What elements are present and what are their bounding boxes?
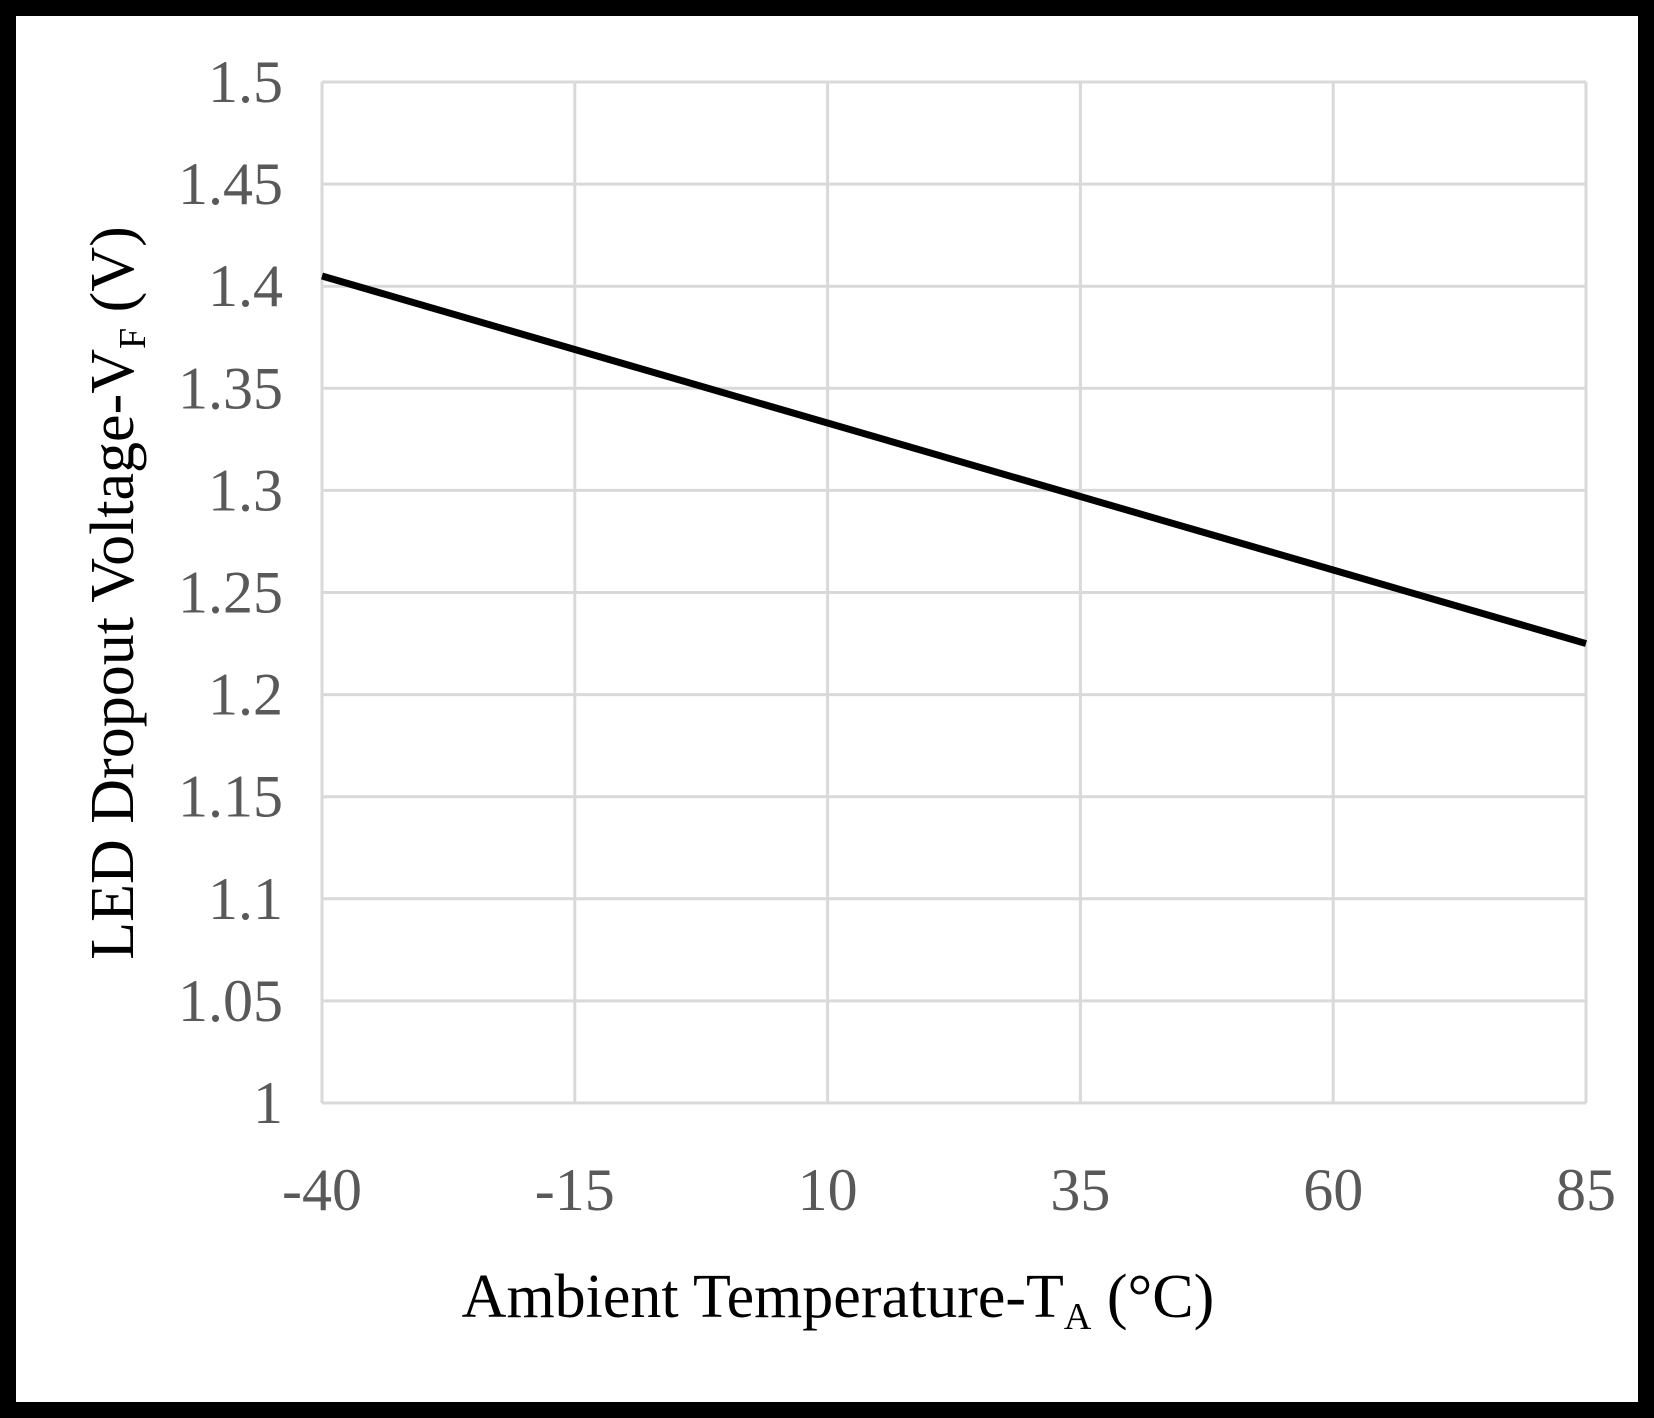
y-axis-title-sub: F [112,328,154,349]
x-tick-label: -15 [535,1157,615,1223]
y-tick-label: 1.45 [178,151,283,217]
y-tick-label: 1 [253,1070,283,1136]
y-tick-label: 1.5 [208,49,283,115]
y-tick-label: 1.35 [178,355,283,421]
x-tick-label: 60 [1303,1157,1363,1223]
y-tick-label: 1.2 [208,662,283,728]
y-axis-ticks: 1 1.05 1.1 1.15 1.2 1.25 1.3 1.35 1.4 1.45 1.5 [178,49,283,1136]
x-axis-ticks: -40 -15 10 35 60 85 [282,1157,1616,1223]
grid [320,80,1588,1105]
series-layer [321,272,1587,647]
y-tick-label: 1.3 [208,457,283,523]
series-line [321,272,1587,647]
y-tick-label: 1.4 [208,253,283,319]
x-tick-label: -40 [282,1157,362,1223]
y-tick-label: 1.25 [178,560,283,626]
x-axis-title-sub: A [1064,1296,1092,1338]
x-tick-label: 85 [1556,1157,1616,1223]
x-tick-label: 10 [798,1157,858,1223]
y-axis-title-main: LED Dropout Voltage-V [79,349,147,960]
x-tick-label: 35 [1050,1157,1110,1223]
y-tick-label: 1.15 [178,764,283,830]
y-axis-title-suffix: (V) [79,226,147,328]
y-tick-label: 1.1 [208,866,283,932]
x-axis-title-suffix: (°C) [1091,1263,1214,1331]
y-tick-label: 1.05 [178,968,283,1034]
x-axis-title-main: Ambient Temperature-T [462,1263,1064,1331]
y-axis-title: LED Dropout Voltage-VF (V) [79,226,154,959]
x-axis-title: Ambient Temperature-TA (°C) [462,1263,1215,1338]
